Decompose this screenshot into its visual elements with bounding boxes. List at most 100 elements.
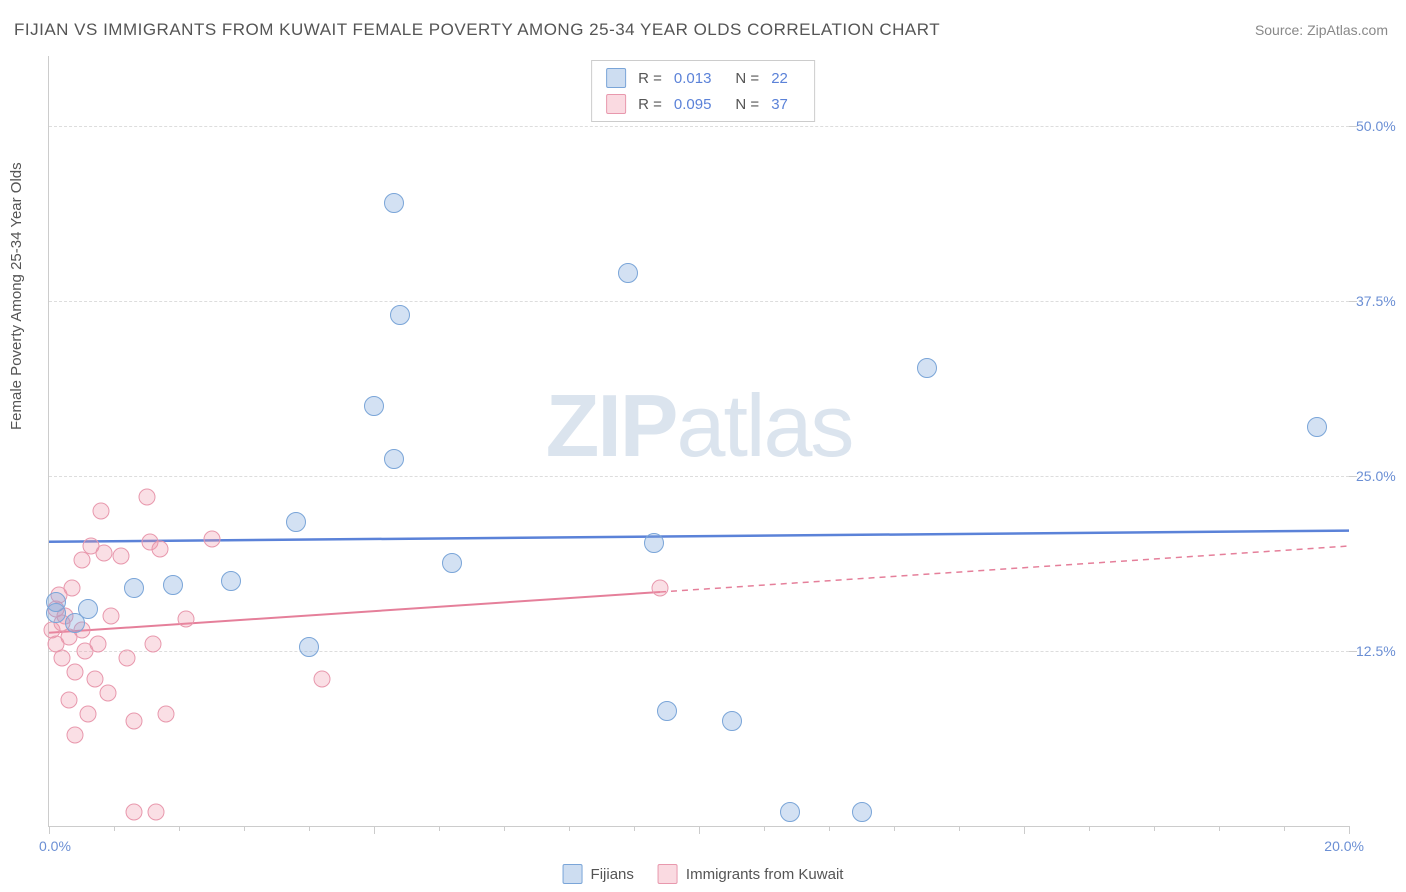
scatter-point-kuwait	[125, 713, 142, 730]
x-tick-minor	[1284, 826, 1285, 831]
N-value-0: 22	[771, 70, 788, 87]
x-tick-major	[1024, 826, 1025, 834]
scatter-point-kuwait	[99, 685, 116, 702]
scatter-point-kuwait	[145, 636, 162, 653]
y-tick-label: 25.0%	[1356, 468, 1406, 484]
scatter-point-fijians	[644, 533, 664, 553]
R-label: R =	[638, 70, 662, 87]
x-tick-minor	[244, 826, 245, 831]
swatch-blue-icon	[606, 68, 626, 88]
x-tick-minor	[114, 826, 115, 831]
x-tick-minor	[569, 826, 570, 831]
swatch-pink-icon	[658, 864, 678, 884]
scatter-point-kuwait	[73, 552, 90, 569]
y-tick-label: 50.0%	[1356, 118, 1406, 134]
scatter-point-fijians	[384, 193, 404, 213]
scatter-point-fijians	[618, 263, 638, 283]
scatter-point-kuwait	[89, 636, 106, 653]
scatter-point-kuwait	[86, 671, 103, 688]
x-tick-minor	[894, 826, 895, 831]
stat-row-series-1: R = 0.095 N = 37	[592, 91, 814, 117]
gridline-h	[49, 301, 1349, 302]
scatter-point-fijians	[722, 711, 742, 731]
x-tick-minor	[179, 826, 180, 831]
scatter-point-kuwait	[652, 580, 669, 597]
x-tick-minor	[959, 826, 960, 831]
scatter-point-fijians	[780, 802, 800, 822]
scatter-point-kuwait	[158, 706, 175, 723]
y-tick-label: 37.5%	[1356, 293, 1406, 309]
scatter-point-kuwait	[102, 608, 119, 625]
scatter-point-kuwait	[125, 804, 142, 821]
gridline-h	[49, 476, 1349, 477]
x-tick-minor	[1219, 826, 1220, 831]
y-tick-mark	[1349, 126, 1357, 127]
stat-legend-box: R = 0.013 N = 22 R = 0.095 N = 37	[591, 60, 815, 122]
R-value-0: 0.013	[674, 70, 712, 87]
y-tick-mark	[1349, 301, 1357, 302]
scatter-point-kuwait	[151, 540, 168, 557]
x-tick-minor	[1089, 826, 1090, 831]
x-tick-minor	[309, 826, 310, 831]
legend-item-0: Fijians	[563, 864, 634, 884]
scatter-point-fijians	[221, 571, 241, 591]
x-label-max: 20.0%	[1324, 838, 1364, 854]
watermark-light: atlas	[677, 376, 853, 475]
gridline-h	[49, 651, 1349, 652]
y-tick-label: 12.5%	[1356, 643, 1406, 659]
scatter-point-fijians	[124, 578, 144, 598]
x-tick-minor	[634, 826, 635, 831]
scatter-point-kuwait	[60, 692, 77, 709]
scatter-point-fijians	[286, 512, 306, 532]
watermark: ZIPatlas	[546, 375, 853, 477]
scatter-point-fijians	[657, 701, 677, 721]
bottom-legend: Fijians Immigrants from Kuwait	[563, 864, 844, 884]
N-label: N =	[735, 96, 759, 113]
scatter-point-fijians	[384, 449, 404, 469]
scatter-point-fijians	[917, 358, 937, 378]
scatter-point-kuwait	[138, 489, 155, 506]
legend-item-1: Immigrants from Kuwait	[658, 864, 844, 884]
scatter-point-fijians	[364, 396, 384, 416]
chart-title: FIJIAN VS IMMIGRANTS FROM KUWAIT FEMALE …	[14, 20, 940, 40]
chart-plot-area: ZIPatlas 0.0% 20.0% 12.5%25.0%37.5%50.0%	[48, 56, 1349, 827]
y-tick-mark	[1349, 651, 1357, 652]
scatter-point-kuwait	[96, 545, 113, 562]
scatter-point-kuwait	[148, 804, 165, 821]
scatter-point-kuwait	[112, 547, 129, 564]
watermark-bold: ZIP	[546, 376, 677, 475]
R-value-1: 0.095	[674, 96, 712, 113]
source-label: Source: ZipAtlas.com	[1255, 22, 1388, 38]
scatter-point-kuwait	[80, 706, 97, 723]
scatter-point-kuwait	[203, 531, 220, 548]
R-label: R =	[638, 96, 662, 113]
scatter-point-fijians	[163, 575, 183, 595]
trendlines-svg	[49, 56, 1349, 826]
x-tick-major	[49, 826, 50, 834]
scatter-point-kuwait	[93, 503, 110, 520]
x-label-min: 0.0%	[39, 838, 71, 854]
x-tick-major	[1349, 826, 1350, 834]
scatter-point-kuwait	[67, 727, 84, 744]
scatter-point-fijians	[1307, 417, 1327, 437]
N-label: N =	[735, 70, 759, 87]
scatter-point-kuwait	[314, 671, 331, 688]
y-axis-label: Female Poverty Among 25-34 Year Olds	[8, 162, 25, 430]
scatter-point-fijians	[78, 599, 98, 619]
legend-label-1: Immigrants from Kuwait	[686, 866, 844, 883]
scatter-point-kuwait	[177, 610, 194, 627]
swatch-pink-icon	[606, 94, 626, 114]
scatter-point-fijians	[390, 305, 410, 325]
swatch-blue-icon	[563, 864, 583, 884]
x-tick-minor	[439, 826, 440, 831]
scatter-point-fijians	[299, 637, 319, 657]
legend-label-0: Fijians	[591, 866, 634, 883]
y-tick-mark	[1349, 476, 1357, 477]
x-tick-major	[374, 826, 375, 834]
x-tick-major	[699, 826, 700, 834]
scatter-point-kuwait	[119, 650, 136, 667]
stat-row-series-0: R = 0.013 N = 22	[592, 65, 814, 91]
x-tick-minor	[504, 826, 505, 831]
gridline-h	[49, 126, 1349, 127]
scatter-point-fijians	[442, 553, 462, 573]
